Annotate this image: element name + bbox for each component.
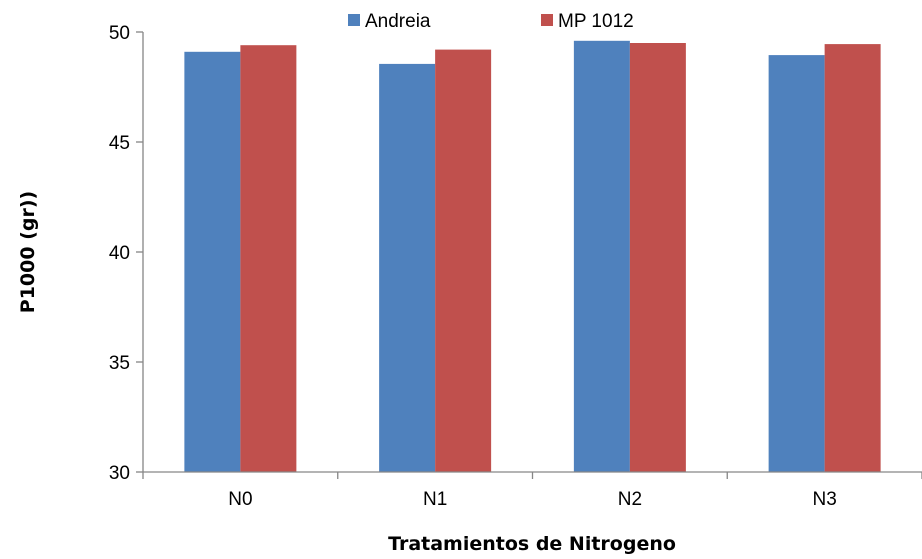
x-tick-label: N3 xyxy=(812,489,836,510)
x-tick-label: N0 xyxy=(228,489,252,510)
bar-n2-mp-1012 xyxy=(629,43,686,472)
legend-swatch xyxy=(541,14,553,26)
y-tick-label: 50 xyxy=(109,23,130,44)
bar-n1-andreia xyxy=(379,63,436,473)
bar-n0-mp-1012 xyxy=(240,45,297,472)
legend-label: Andreia xyxy=(365,11,431,32)
y-tick-label: 35 xyxy=(109,353,130,374)
bar-n2-andreia xyxy=(573,40,630,473)
bars-group xyxy=(184,40,881,473)
x-tick-label: N2 xyxy=(618,489,642,510)
y-tick-label: 30 xyxy=(109,463,130,484)
legend-label: MP 1012 xyxy=(558,11,634,32)
bar-n1-mp-1012 xyxy=(435,49,492,472)
bar-n3-andreia xyxy=(768,55,825,472)
y-tick-label: 45 xyxy=(109,133,130,154)
x-axis-title: Tratamientos de Nitrogeno xyxy=(388,533,676,555)
legend-swatch xyxy=(348,14,360,26)
x-tick-label: N1 xyxy=(423,489,447,510)
bar-n3-mp-1012 xyxy=(824,44,881,472)
bar-n0-andreia xyxy=(184,51,241,473)
legend: Andreia MP 1012 xyxy=(348,11,634,32)
y-axis-title: P1000 (gr)) xyxy=(17,191,39,313)
x-axis: N0 N1 N2 N3 xyxy=(142,471,922,510)
y-tick-label: 40 xyxy=(109,243,130,264)
y-axis: 30 35 40 45 50 xyxy=(109,23,144,484)
